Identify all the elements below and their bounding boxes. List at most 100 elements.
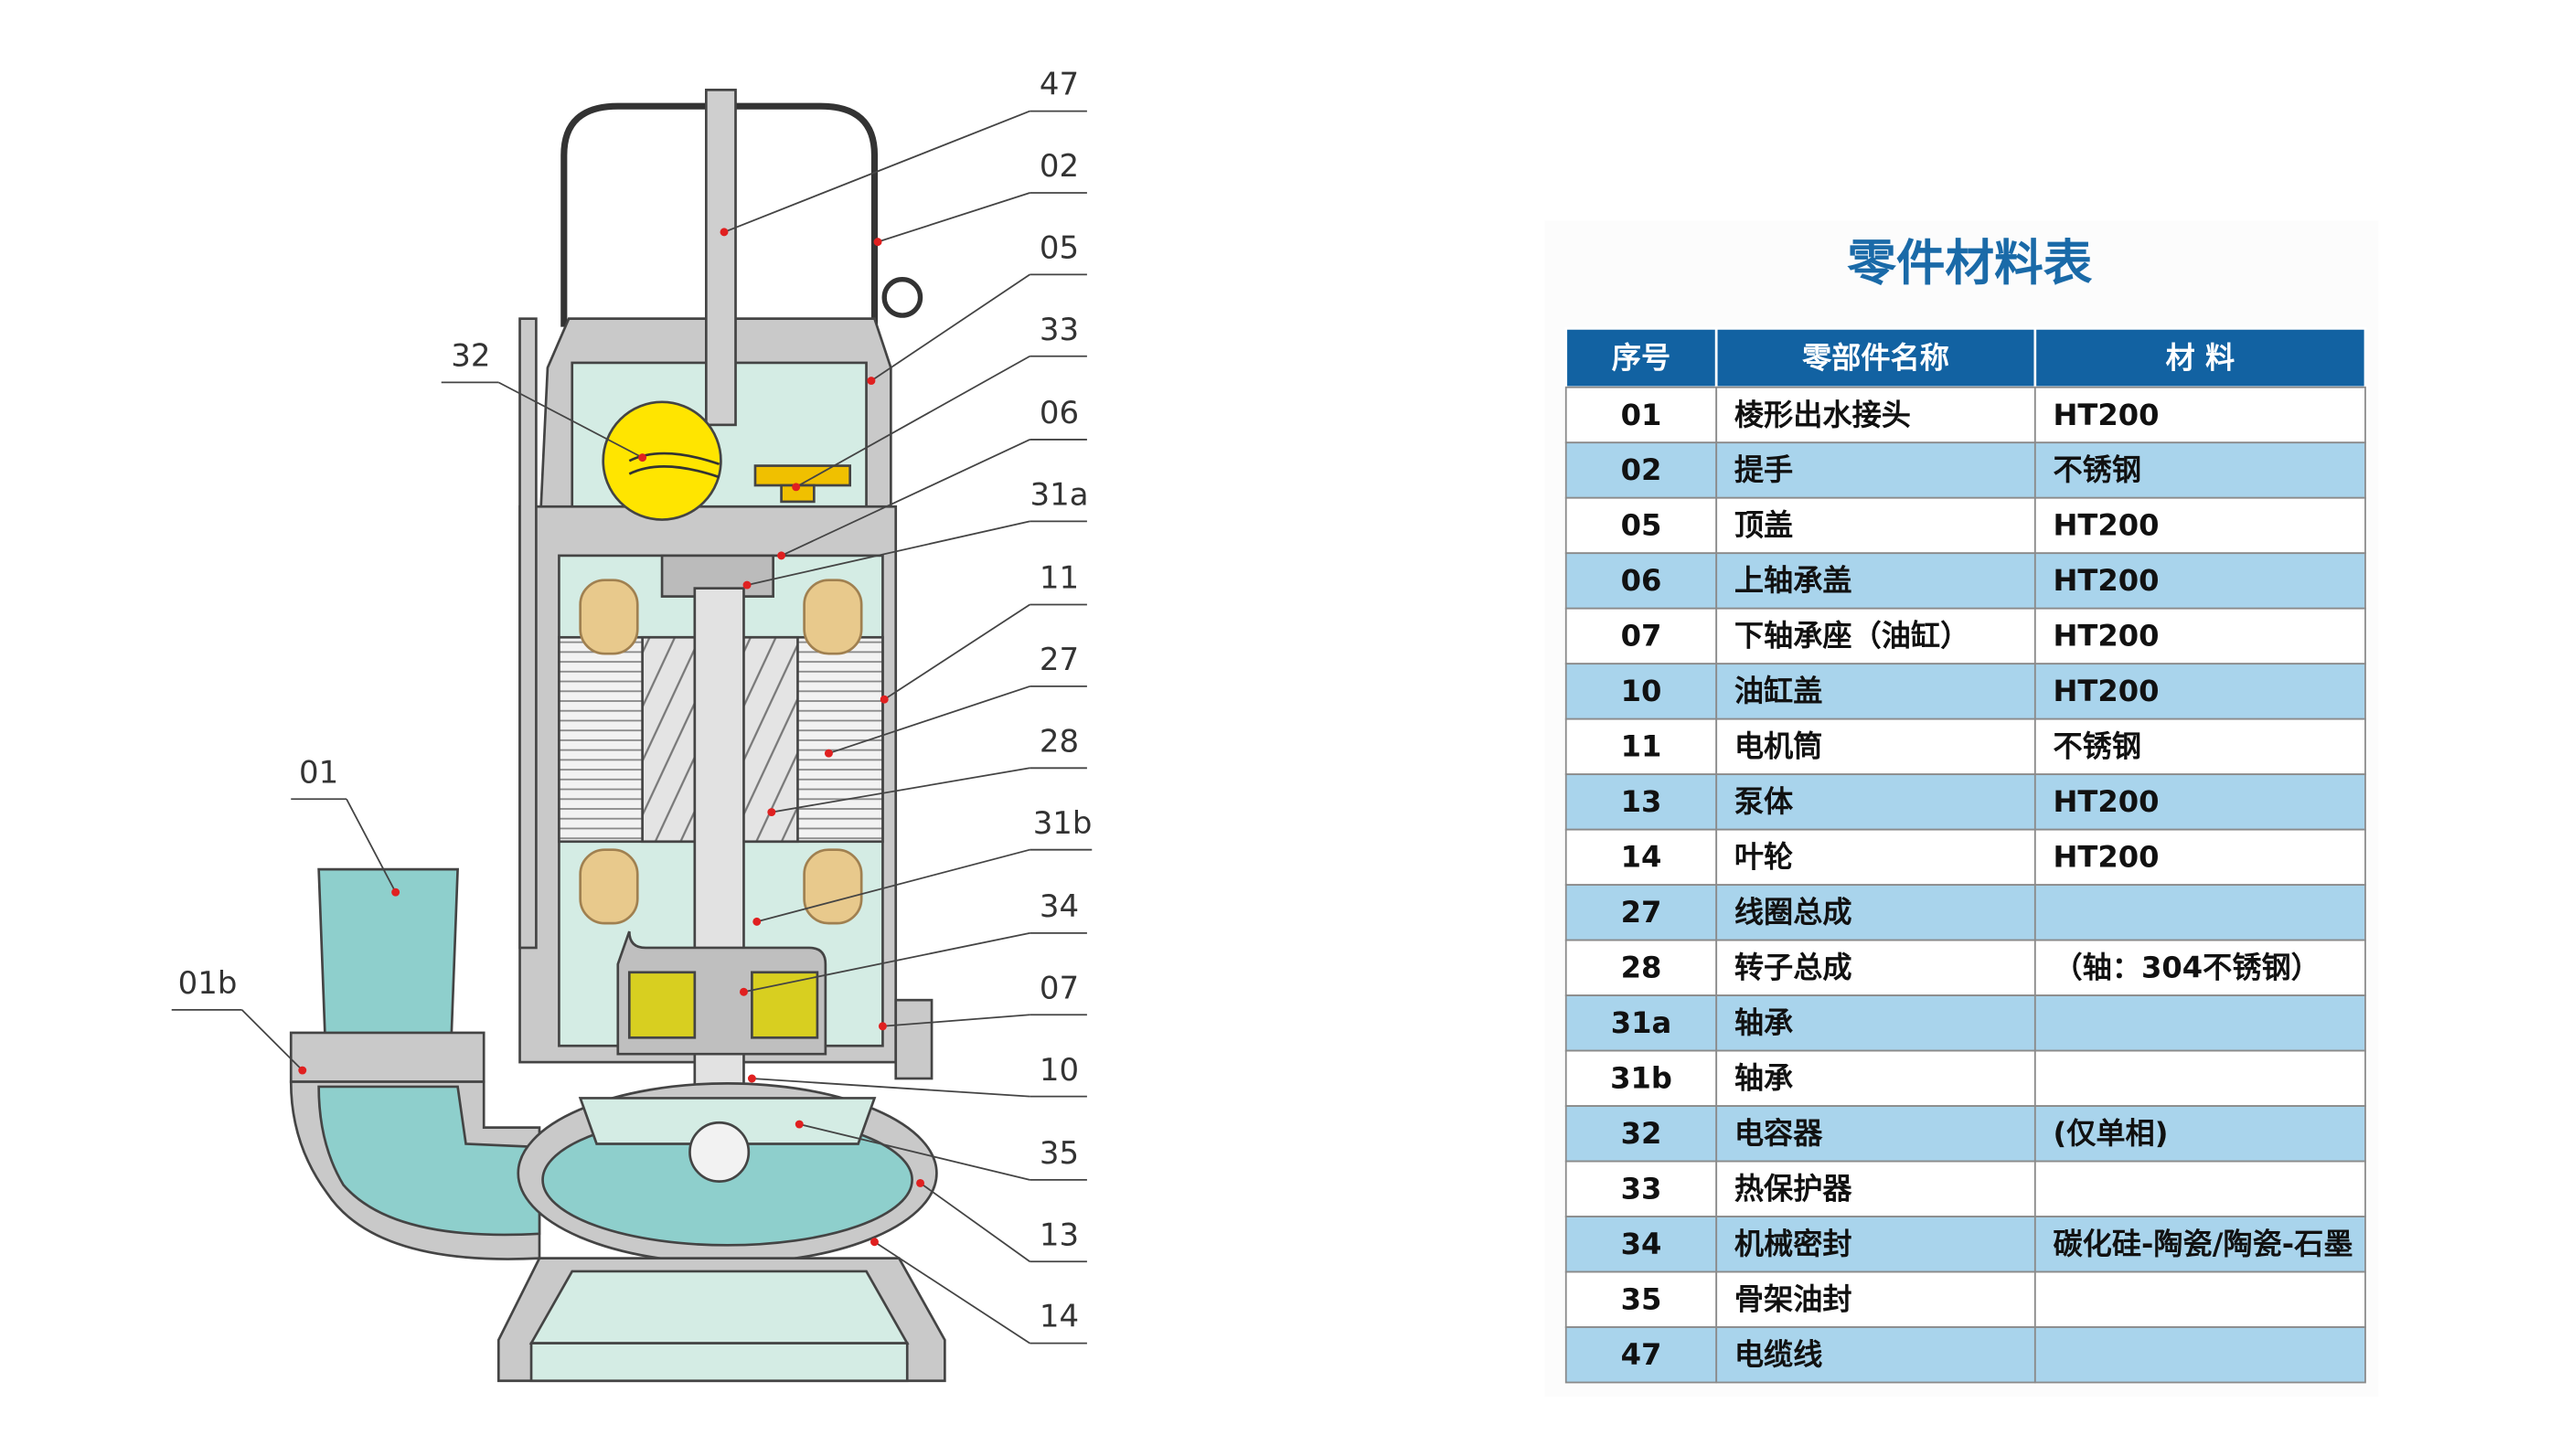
callout-label: 34 [1040, 888, 1079, 925]
table-cell [2033, 773, 2366, 831]
table-cell [1564, 717, 1718, 776]
cell-text: 07 [1621, 619, 1662, 654]
callout-dot [867, 377, 876, 386]
callout-label: 27 [1040, 642, 1079, 678]
table-cell [1715, 552, 2036, 610]
callout-dot [739, 987, 748, 996]
table-cell [2033, 663, 2366, 720]
table-cell [1564, 607, 1718, 665]
table-cell [2033, 1326, 2366, 1384]
table-cell [1715, 939, 2036, 997]
table-cell [1715, 1270, 2036, 1328]
cell-text: HT200 [2054, 398, 2160, 432]
cell-text: 05 [1621, 508, 1662, 543]
cell-text: 转子总成 [1734, 951, 1852, 985]
header-cell [2033, 327, 2367, 389]
callout-label: 07 [1040, 970, 1079, 1006]
table-cell [2033, 1216, 2366, 1273]
table-cell [1715, 1160, 2036, 1217]
table-cell [2033, 884, 2366, 941]
cell-text: 01 [1621, 398, 1662, 432]
cell-text: 06 [1621, 563, 1662, 598]
callouts: 47 02 05 33 06 31a 11 27 28 31b 34 07 10 35 13 14 32 01 01… [171, 67, 1093, 1344]
header-cell [1564, 327, 1718, 389]
callout-dot [792, 483, 801, 492]
table-cell [1564, 441, 1718, 499]
parts-table: 序号 零部件名称材 料01 棱形出水接头 HT20002 提手 不锈钢05 顶盖 HT2000… [1564, 327, 2367, 1384]
cell-text: HT200 [2054, 563, 2160, 598]
cell-text: 提手 [1734, 452, 1793, 487]
cell-text: 轴承 [1734, 1005, 1793, 1040]
callout-dot [638, 453, 647, 462]
callout-label: 33 [1040, 312, 1079, 348]
cell-text: 34 [1621, 1227, 1662, 1261]
header-text: 零部件名称 [1802, 340, 1949, 375]
leader-line [882, 1014, 1030, 1027]
cell-text: 不锈钢 [2054, 452, 2142, 487]
cell-text: 棱形出水接头 [1734, 398, 1911, 432]
callout-label: 28 [1040, 723, 1079, 760]
callout-label: 06 [1040, 395, 1079, 431]
table-cell [2033, 717, 2366, 776]
callout-label: 35 [1040, 1135, 1079, 1172]
cell-text: 骨架油封 [1734, 1282, 1852, 1317]
cell-text: HT200 [2054, 784, 2160, 819]
callout-label: 13 [1040, 1217, 1079, 1253]
leader-line [240, 1009, 304, 1071]
cell-text: 上轴承盖 [1734, 563, 1852, 598]
table-title: 零件材料表 [1847, 234, 2093, 292]
table-cell [2033, 386, 2366, 444]
cell-text: 泵体 [1734, 784, 1794, 819]
table-cell [1564, 1160, 1718, 1217]
cell-text: 碳化硅-陶瓷/陶瓷-石墨 [2054, 1227, 2353, 1261]
table-cell [2033, 939, 2366, 997]
cell-text: 机械密封 [1734, 1227, 1852, 1261]
leader-line [828, 685, 1030, 755]
cell-text: 14 [1621, 840, 1662, 875]
cell-text: HT200 [2054, 508, 2160, 543]
cell-text: （轴：304不锈钢） [2054, 951, 2321, 985]
callout-dot [880, 695, 889, 704]
table-cell [1715, 441, 2036, 499]
table-cell [1715, 1326, 2036, 1384]
cell-text: HT200 [2054, 674, 2160, 708]
table-cell [1715, 607, 2036, 665]
table-cell [1715, 663, 2036, 720]
table-cell [1715, 773, 2036, 831]
cell-text: 油缸盖 [1734, 674, 1823, 708]
leader-line [877, 192, 1030, 243]
callout-dot [742, 580, 752, 590]
cell-text: 不锈钢 [2054, 729, 2142, 764]
callout-label: 31a [1030, 476, 1089, 513]
table-cell [1564, 1270, 1718, 1328]
cell-text: 47 [1621, 1337, 1662, 1372]
cell-text: 28 [1621, 951, 1662, 985]
leader-line [346, 798, 397, 893]
table-cell [1564, 1105, 1718, 1163]
callout-label: 32 [451, 337, 490, 374]
header-text: 序号 [1612, 340, 1670, 375]
cell-text: 10 [1621, 674, 1662, 708]
table-cell [1715, 496, 2036, 555]
leader-line [752, 1078, 1030, 1098]
table-cell [2033, 1105, 2366, 1163]
table-cell [1564, 552, 1718, 610]
table-cell [2033, 828, 2366, 887]
callout-dot [747, 1074, 756, 1083]
table-cell [1715, 386, 2036, 444]
callout-dot [298, 1066, 307, 1075]
callout-label: 47 [1040, 67, 1079, 103]
cell-text: 下轴承座（油缸） [1734, 619, 1969, 654]
leader-line [920, 1182, 1030, 1262]
table-cell [2033, 1049, 2366, 1107]
callout-label: 31b [1033, 805, 1093, 842]
callout-dot [878, 1022, 887, 1031]
cell-text: 31b [1610, 1061, 1672, 1096]
cell-text: 电缆线 [1734, 1337, 1823, 1372]
callout-dot [916, 1178, 925, 1187]
cell-text: 32 [1621, 1116, 1662, 1151]
callout-dot [752, 917, 762, 926]
leader-line [756, 848, 1030, 923]
callout-dot [870, 1238, 879, 1247]
